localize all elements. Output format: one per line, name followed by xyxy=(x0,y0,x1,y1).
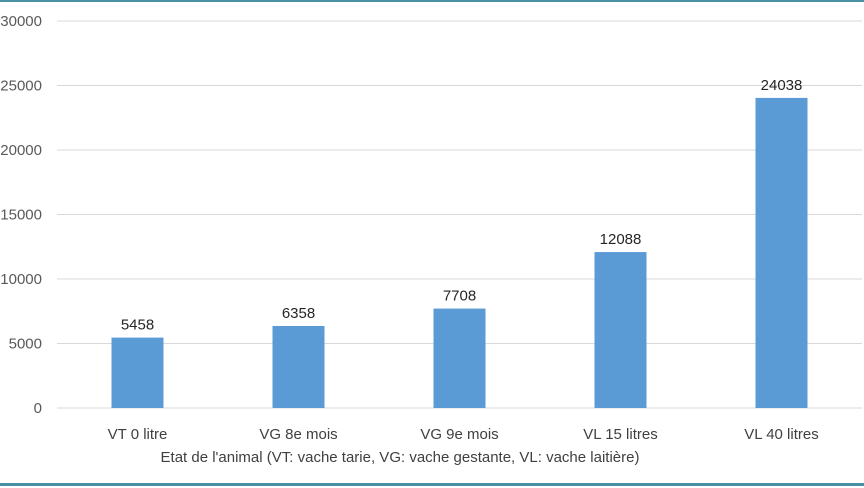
category-label: VL 15 litres xyxy=(583,426,657,443)
bar xyxy=(111,337,164,408)
data-label: 5458 xyxy=(121,317,154,334)
data-label: 12088 xyxy=(600,231,642,248)
y-tick-label: 15000 xyxy=(0,207,42,224)
bar xyxy=(594,252,647,408)
category-label: VG 9e mois xyxy=(420,426,498,443)
data-labels: 5458 6358 7708 12088 24038 xyxy=(121,77,803,334)
category-label: VT 0 litre xyxy=(108,426,168,443)
y-axis-ticks: 0 5000 10000 15000 20000 25000 30000 xyxy=(0,13,42,417)
bar xyxy=(755,97,808,409)
y-tick-label: 0 xyxy=(34,400,42,417)
category-label: VG 8e mois xyxy=(259,426,337,443)
data-label: 24038 xyxy=(761,77,803,94)
data-label: 7708 xyxy=(443,288,476,305)
gridlines xyxy=(57,20,862,409)
y-tick-label: 30000 xyxy=(0,13,42,30)
y-tick-label: 5000 xyxy=(9,336,42,353)
category-label: VL 40 litres xyxy=(744,426,818,443)
y-tick-label: 20000 xyxy=(0,142,42,159)
y-tick-label: 10000 xyxy=(0,271,42,288)
x-axis-title: Etat de l'animal (VT: vache tarie, VG: v… xyxy=(161,449,640,466)
x-axis-categories: VT 0 litre VG 8e mois VG 9e mois VL 15 litr… xyxy=(108,426,819,443)
y-tick-label: 25000 xyxy=(0,78,42,95)
bars xyxy=(111,97,808,409)
bar xyxy=(433,308,486,408)
bar xyxy=(272,325,325,408)
data-label: 6358 xyxy=(282,305,315,322)
